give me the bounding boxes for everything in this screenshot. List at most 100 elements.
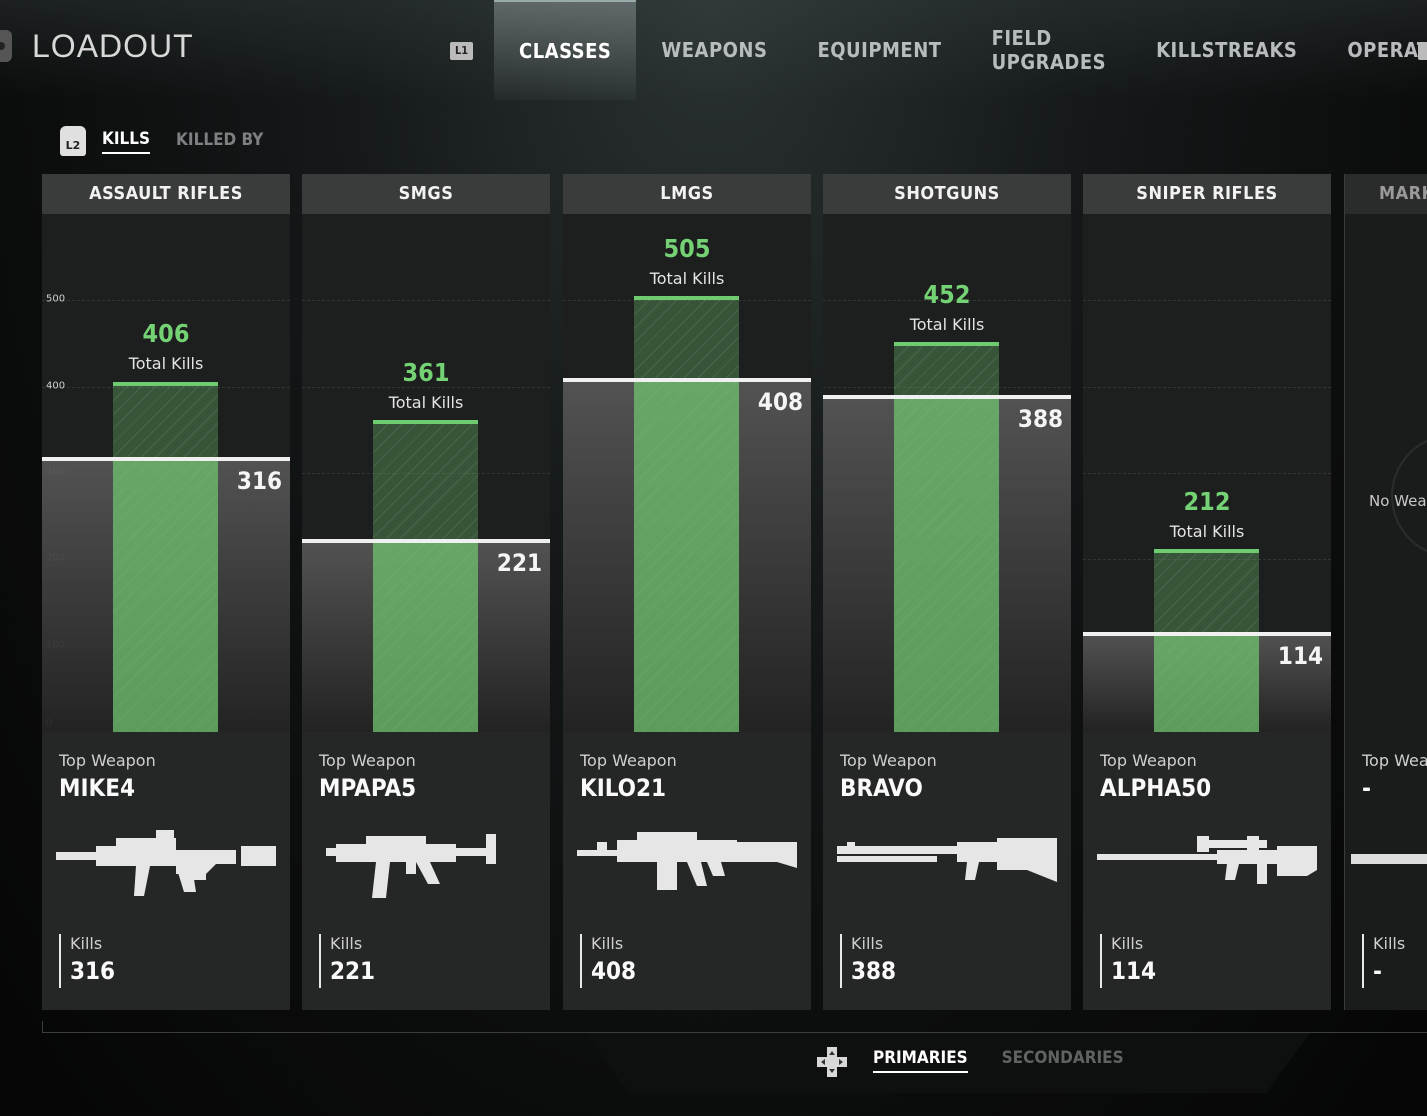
gridline: [302, 300, 550, 302]
subtab-killed-by[interactable]: KILLED BY: [176, 129, 264, 150]
total-kills-label: Total Kills: [1169, 521, 1245, 541]
kills-label: Kills: [851, 934, 884, 953]
top-weapon-kills-label: 221: [496, 549, 542, 578]
stat-subtabs: L2 KILLS KILLED BY: [60, 126, 289, 156]
kills-chart: 388 452 Total Kills: [823, 214, 1071, 732]
bar-upper: [373, 424, 478, 542]
top-weapon-label: Top Weapon: [840, 751, 937, 770]
top-weapon-name: MIKE4: [59, 774, 136, 802]
gridline: [1083, 473, 1331, 474]
main-nav-tabs: CLASSES WEAPONS EQUIPMENT FIELD UPGRADES…: [494, 0, 1427, 100]
kills-label: Kills: [330, 934, 363, 953]
smg-icon: [326, 834, 496, 898]
tab-equipment[interactable]: EQUIPMENT: [817, 38, 942, 62]
kills-label: Kills: [1111, 934, 1144, 953]
kills-value: 316: [70, 957, 116, 985]
kills-value: 408: [591, 957, 637, 985]
l2-button-hint: L2: [60, 126, 86, 156]
tab-operators[interactable]: OPERATORS: [1347, 38, 1427, 62]
y-tick-label: 400: [46, 380, 66, 392]
tab-weapons[interactable]: WEAPONS: [661, 38, 768, 62]
r1-button-hint: [1418, 42, 1427, 60]
dpad-icon: [817, 1047, 847, 1077]
kills-chart: 408 505 Total Kills: [563, 214, 811, 732]
tab-field-upgrades[interactable]: FIELD UPGRADES: [991, 26, 1107, 74]
total-kills-bar: [373, 420, 478, 732]
card-header: SNIPER RIFLES: [1083, 174, 1331, 214]
top-weapon-label: Top Weapon: [580, 751, 677, 770]
weapon-class-card[interactable]: SNIPER RIFLES 114 212 Total Kills Top Weapon…: [1083, 174, 1331, 1010]
tab-primaries[interactable]: PRIMARIES: [873, 1048, 968, 1073]
top-weapon-name: KILO21: [580, 774, 667, 802]
total-kills-value: 212: [1183, 486, 1231, 516]
kills-label: Kills: [70, 934, 103, 953]
bar-lower: [894, 397, 999, 732]
kills-chart: 114 212 Total Kills: [1083, 214, 1331, 732]
total-kills-label: Total Kills: [388, 393, 464, 413]
divider: [42, 1021, 43, 1032]
kills-value: 221: [330, 957, 376, 985]
top-weapon-line: [302, 539, 550, 544]
no-weapon-text: No Wea: [1369, 492, 1427, 510]
kills-block: Kills -: [1362, 934, 1405, 988]
total-kills-value: 406: [142, 319, 190, 349]
bar-lower: [1154, 633, 1259, 732]
card-header: MARK: [1345, 174, 1427, 214]
kills-value: -: [1373, 957, 1382, 985]
gridline: [302, 386, 550, 388]
total-kills-label: Total Kills: [649, 269, 725, 289]
lmg-icon: [577, 832, 797, 890]
weapon-class-card-partial[interactable]: MARK No Wea Top Wea - Kills -: [1344, 174, 1427, 1010]
total-kills-value: 361: [402, 358, 450, 388]
weapon-class-card[interactable]: SMGS 221 361 Total Kills Top Weapon MPAPA5 Kil…: [302, 174, 550, 1010]
card-header: SMGS: [302, 174, 550, 214]
total-kills-bar: [894, 341, 999, 732]
total-kills-label: Total Kills: [909, 314, 985, 334]
bar-lower: [373, 541, 478, 732]
top-weapon-kills-label: 388: [1017, 405, 1063, 434]
gridline: [563, 300, 811, 302]
gridline: [1083, 386, 1331, 388]
rifle-icon: [1351, 854, 1427, 864]
divider: [42, 1032, 1427, 1033]
card-header: SHOTGUNS: [823, 174, 1071, 214]
kills-block: Kills 221: [319, 934, 375, 988]
total-kills-bar: [634, 296, 739, 732]
bar-upper: [113, 385, 218, 460]
top-weapon-kills-label: 114: [1277, 641, 1323, 670]
kills-label: Kills: [591, 934, 624, 953]
kills-block: Kills 114: [1100, 934, 1156, 988]
top-weapon-kills-label: 408: [757, 387, 803, 416]
gridline: [1083, 559, 1331, 561]
kills-chart: 0100200300400500316406Total Kills: [42, 214, 290, 732]
top-weapon-name: MPAPA5: [319, 774, 417, 802]
subtab-kills[interactable]: KILLS: [102, 129, 151, 154]
kills-value: 114: [1111, 957, 1157, 985]
weapon-class-card[interactable]: ASSAULT RIFLES0100200300400500316406Tota…: [42, 174, 290, 1010]
shotgun-icon: [837, 838, 1057, 882]
l1-button-hint: L1: [450, 42, 474, 60]
top-weapon-label: Top Wea: [1362, 751, 1427, 770]
card-header: ASSAULT RIFLES: [42, 174, 290, 214]
kills-block: Kills 388: [840, 934, 896, 988]
kills-chart: 221 361 Total Kills: [302, 214, 550, 732]
page-title: LOADOUT: [32, 28, 194, 64]
gridline: [1083, 300, 1331, 302]
tab-classes[interactable]: CLASSES: [494, 0, 637, 100]
tab-secondaries[interactable]: SECONDARIES: [1001, 1048, 1124, 1068]
back-button[interactable]: [0, 30, 12, 62]
kills-label: Kills: [1373, 934, 1406, 953]
tab-killstreaks[interactable]: KILLSTREAKS: [1156, 38, 1298, 62]
bottom-tabs: PRIMARIES SECONDARIES: [873, 1048, 1158, 1073]
total-kills-bar: [1154, 548, 1259, 732]
weapon-class-card[interactable]: LMGS 408 505 Total Kills Top Weapon KILO21 Kil…: [563, 174, 811, 1010]
weapon-class-card[interactable]: SHOTGUNS 388 452 Total Kills Top Weapon BRAVO…: [823, 174, 1071, 1010]
bar-upper: [1154, 552, 1259, 634]
top-bar: [0, 0, 1427, 100]
top-weapon-line: [823, 395, 1071, 400]
sniper-rifle-icon: [1097, 836, 1317, 884]
total-kills-value: 505: [663, 234, 711, 264]
bar-upper: [894, 345, 999, 398]
y-tick-label: 500: [46, 293, 66, 305]
top-weapon-name: ALPHA50: [1100, 774, 1212, 802]
